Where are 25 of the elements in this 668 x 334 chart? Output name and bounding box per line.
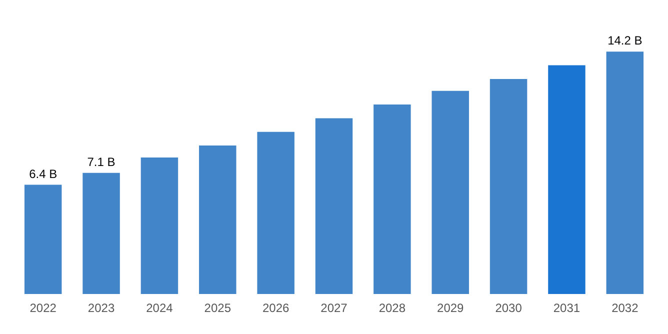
x-tick-label: 2026 xyxy=(262,301,290,315)
x-tick-label: 2028 xyxy=(378,301,406,315)
bar xyxy=(432,90,469,294)
bar xyxy=(315,118,353,294)
x-tick-label: 2023 xyxy=(88,301,115,315)
x-tick-label: 2032 xyxy=(612,301,639,315)
bar xyxy=(606,52,644,294)
x-tick-label: 2030 xyxy=(495,301,522,315)
data-label: 14.2 B xyxy=(608,34,642,48)
data-label: 7.1 B xyxy=(87,154,116,169)
bar xyxy=(490,78,528,294)
x-tick-label: 2027 xyxy=(320,301,348,315)
bar xyxy=(548,65,586,294)
x-tick-label: 2025 xyxy=(204,301,232,315)
x-tick-label: 2022 xyxy=(30,301,57,315)
bar xyxy=(82,172,120,294)
bar xyxy=(199,146,236,294)
bar xyxy=(24,184,62,294)
bar xyxy=(257,132,294,294)
data-label: 6.4 B xyxy=(29,166,58,181)
bar xyxy=(374,104,411,294)
x-tick-label: 2029 xyxy=(437,301,464,315)
bar xyxy=(140,157,178,294)
x-tick-label: 2031 xyxy=(553,301,580,315)
x-tick-label: 2024 xyxy=(146,301,174,315)
